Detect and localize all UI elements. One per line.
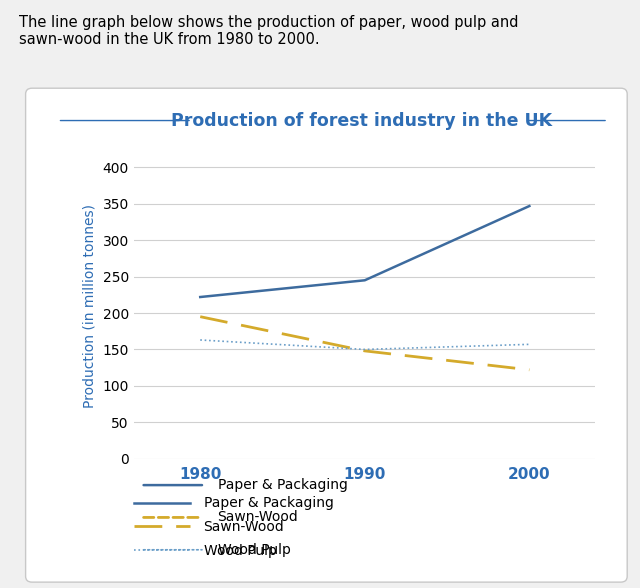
Y-axis label: Production (in million tonnes): Production (in million tonnes) [83, 204, 97, 407]
Text: Sawn-Wood: Sawn-Wood [218, 510, 298, 524]
Text: Production of forest industry in the UK: Production of forest industry in the UK [171, 112, 552, 129]
Legend: Paper & Packaging, Sawn-Wood, Wood Pulp: Paper & Packaging, Sawn-Wood, Wood Pulp [129, 491, 339, 563]
Text: Wood Pulp: Wood Pulp [218, 543, 291, 557]
Text: sawn-wood in the UK from 1980 to 2000.: sawn-wood in the UK from 1980 to 2000. [19, 32, 320, 48]
Text: Paper & Packaging: Paper & Packaging [218, 478, 348, 492]
Text: The line graph below shows the production of paper, wood pulp and: The line graph below shows the productio… [19, 15, 518, 30]
